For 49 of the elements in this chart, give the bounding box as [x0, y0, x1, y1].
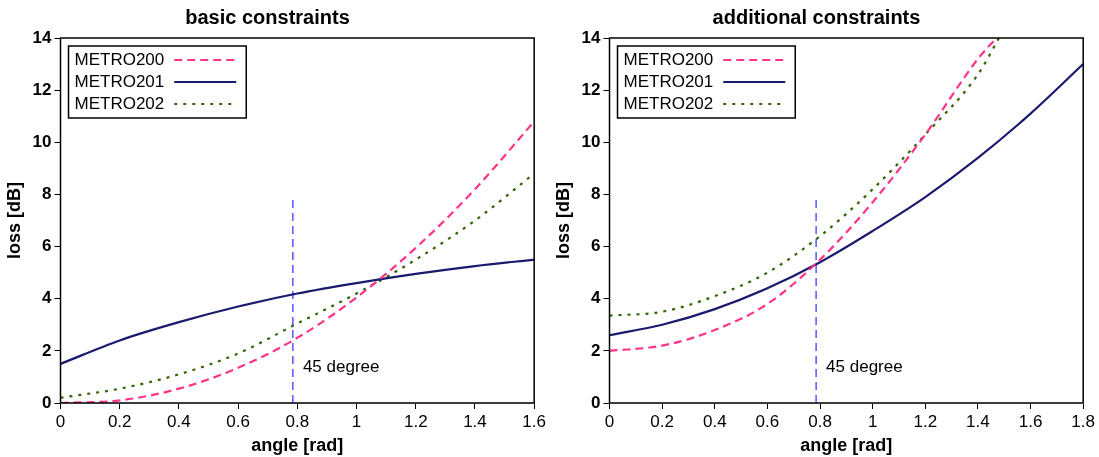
y-tick-label: 0: [42, 392, 52, 412]
x-tick-label: 0.6: [226, 411, 250, 431]
legend-label: METRO200: [623, 49, 714, 69]
y-tick-label: 12: [581, 79, 601, 99]
y-tick-label: 8: [591, 184, 601, 204]
x-tick-label: 0.2: [107, 411, 132, 431]
y-tick-label: 14: [581, 27, 602, 47]
y-tick-label: 6: [591, 236, 601, 256]
chart-title: basic constraints: [185, 5, 350, 28]
x-tick-label: 0: [55, 411, 66, 431]
y-tick-label: 6: [42, 236, 52, 256]
y-axis-title: loss [dB]: [552, 181, 573, 260]
y-tick-label: 0: [591, 392, 601, 412]
x-axis-title: angle [rad]: [251, 435, 344, 456]
y-tick-label: 2: [591, 340, 601, 360]
x-tick-label: 0.6: [755, 411, 780, 431]
legend-label: METRO200: [74, 49, 165, 69]
x-tick-label: 1.2: [913, 411, 938, 431]
x-tick-label: 0.4: [167, 411, 191, 431]
legend-label: METRO202: [623, 93, 714, 113]
x-tick-label: 1.2: [403, 411, 428, 431]
y-axis-title: loss [dB]: [3, 181, 24, 260]
legend-label: METRO201: [74, 71, 165, 91]
legend-label: METRO201: [623, 71, 714, 91]
y-tick-label: 10: [581, 131, 601, 151]
x-tick-label: 0.2: [650, 411, 674, 431]
y-tick-label: 10: [32, 131, 52, 151]
x-axis-title: angle [rad]: [800, 435, 893, 456]
y-tick-label: 2: [42, 340, 52, 360]
ref-line-label: 45 degree: [826, 356, 903, 376]
x-tick-label: 0.4: [702, 411, 727, 431]
x-tick-label: 0.8: [285, 411, 310, 431]
y-tick-label: 14: [32, 27, 53, 47]
chart-title: additional constraints: [712, 5, 921, 28]
x-tick-label: 1: [867, 411, 878, 431]
y-tick-label: 4: [591, 288, 602, 308]
legend-label: METRO202: [74, 93, 165, 113]
x-tick-label: 1: [351, 411, 362, 431]
x-tick-label: 1.6: [522, 411, 546, 431]
ref-line-label: 45 degree: [302, 356, 380, 376]
y-tick-label: 12: [32, 79, 52, 99]
y-tick-label: 8: [42, 184, 52, 204]
x-tick-label: 1.4: [463, 411, 487, 431]
y-tick-label: 4: [42, 288, 53, 308]
x-tick-label: 1.6: [1018, 411, 1043, 431]
x-tick-label: 0: [604, 411, 615, 431]
x-tick-label: 0.8: [808, 411, 832, 431]
x-tick-label: 1.4: [966, 411, 990, 431]
x-tick-label: 1.8: [1071, 411, 1095, 431]
